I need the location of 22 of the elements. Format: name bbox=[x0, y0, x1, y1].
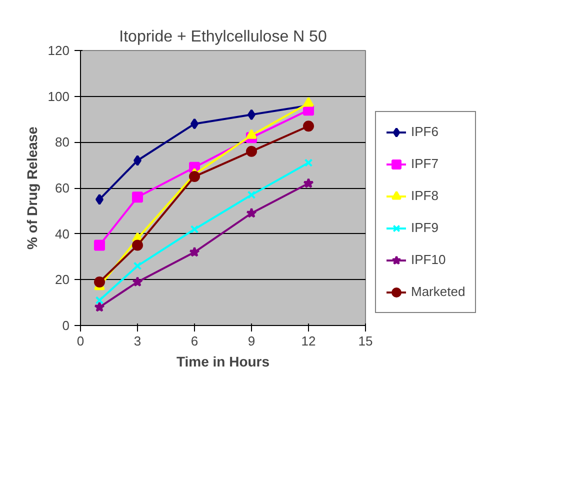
y-axis-title: % of Drug Release bbox=[24, 126, 40, 250]
y-tick-label: 120 bbox=[48, 43, 70, 58]
x-tick-label: 0 bbox=[76, 334, 84, 348]
legend-label: IPF8 bbox=[411, 188, 438, 203]
legend-label: IPF7 bbox=[411, 156, 438, 171]
x-tick-label: 3 bbox=[134, 334, 142, 348]
x-tick-label: 15 bbox=[358, 334, 373, 348]
y-tick-label: 100 bbox=[48, 88, 70, 104]
chart-title: Itopride + Ethylcellulose N 50 bbox=[119, 28, 327, 46]
x-tick-label: 12 bbox=[301, 334, 316, 348]
legend-label: IPF6 bbox=[411, 124, 438, 139]
y-tick-label: 0 bbox=[62, 318, 70, 333]
x-tick-label: 6 bbox=[190, 334, 198, 348]
y-tick-label: 60 bbox=[55, 180, 70, 196]
x-tick-label: 9 bbox=[248, 334, 256, 348]
legend-label: Marketed bbox=[411, 284, 466, 299]
y-tick-label: 80 bbox=[55, 134, 70, 150]
legend-label: IPF10 bbox=[411, 252, 446, 267]
y-tick-label: 40 bbox=[55, 226, 70, 242]
y-tick-label: 20 bbox=[55, 272, 70, 288]
x-axis-title: Time in Hours bbox=[176, 354, 270, 370]
legend-label: IPF9 bbox=[411, 220, 438, 235]
